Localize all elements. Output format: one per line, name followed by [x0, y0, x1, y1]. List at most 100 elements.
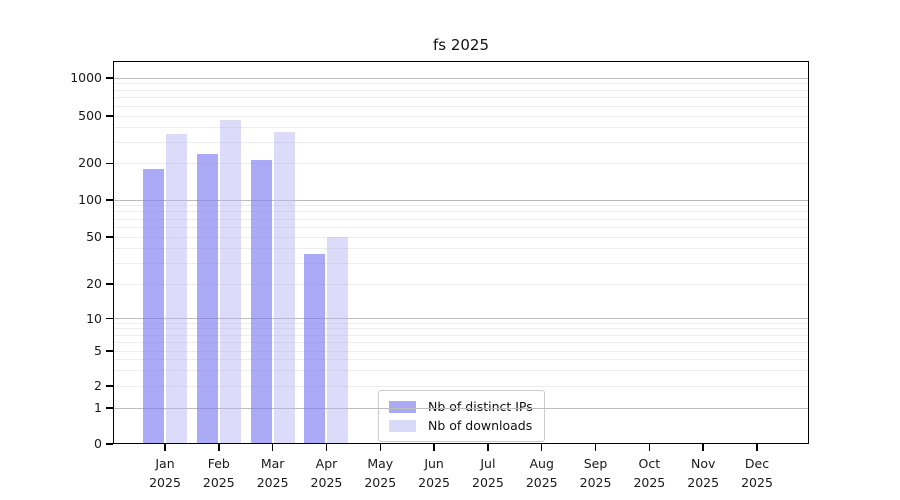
- x-tick-mark: [702, 444, 704, 451]
- x-tick-mark: [594, 444, 597, 451]
- gridline-major: [114, 77, 808, 79]
- y-tick-label: 2: [94, 378, 102, 393]
- x-tick-mark: [648, 444, 651, 451]
- x-tick-year-label: 2025: [633, 475, 666, 490]
- x-tick-year-label: 2025: [741, 475, 773, 490]
- y-tick-mark: [106, 115, 113, 117]
- bar-distinct-ips-feb: [196, 153, 218, 443]
- y-tick-label: 100: [78, 192, 102, 207]
- gridline-minor: [114, 218, 808, 220]
- x-tick-mark: [218, 444, 220, 451]
- gridline-minor: [114, 328, 808, 330]
- gridline-minor: [114, 97, 808, 99]
- gridline-minor: [114, 211, 808, 213]
- x-tick-mark: [433, 444, 435, 451]
- y-tick-mark: [106, 407, 113, 409]
- bar-downloads-jan: [166, 134, 187, 443]
- y-tick-label: 1000: [70, 70, 102, 85]
- y-tick-mark: [106, 317, 113, 320]
- legend-swatch-downloads-icon: [389, 419, 416, 432]
- y-tick-mark: [106, 236, 113, 238]
- y-tick-label: 50: [86, 229, 102, 244]
- chart-title: fs 2025: [432, 36, 490, 54]
- gridline-minor: [114, 334, 808, 336]
- bar-downloads-feb: [219, 119, 241, 443]
- y-tick-label: 5: [94, 343, 102, 358]
- x-tick-label-nov: Nov 2025: [671, 454, 735, 492]
- x-tick-label-sep: Sep 2025: [564, 454, 628, 492]
- gridline-major: [114, 318, 808, 319]
- y-tick-label: 20: [86, 276, 102, 291]
- gridline-minor: [114, 385, 808, 387]
- bar-downloads-apr: [327, 237, 349, 443]
- y-tick-label: 200: [78, 155, 102, 171]
- y-tick-mark: [106, 350, 113, 352]
- x-tick-year-label: 2025: [687, 475, 720, 490]
- gridline-minor: [114, 283, 808, 285]
- y-tick-mark: [106, 385, 113, 387]
- x-tick-mark: [756, 444, 758, 451]
- gridline-minor: [114, 350, 808, 352]
- x-tick-label-may: May 2025: [348, 454, 412, 492]
- y-tick-mark: [106, 162, 113, 165]
- x-tick-year-label: 2025: [472, 475, 504, 490]
- x-tick-mark: [164, 444, 166, 451]
- x-tick-label-aug: Aug 2025: [510, 454, 574, 492]
- x-tick-label-apr: Apr 2025: [294, 454, 358, 492]
- bar-distinct-ips-mar: [250, 160, 272, 443]
- x-tick-year-label: 2025: [256, 475, 289, 490]
- x-tick-year-label: 2025: [579, 475, 612, 490]
- x-tick-mark: [379, 444, 382, 451]
- gridline-minor: [114, 226, 808, 228]
- gridline-minor: [114, 162, 808, 164]
- x-tick-mark: [325, 444, 328, 451]
- y-tick-mark: [106, 77, 113, 79]
- gridline-minor: [114, 341, 808, 343]
- gridline-minor: [114, 83, 808, 85]
- gridline-major: [114, 407, 808, 409]
- gridline-minor: [114, 127, 808, 129]
- gridline-minor: [114, 115, 808, 117]
- gridline-minor: [114, 205, 808, 207]
- gridline-minor: [114, 370, 808, 371]
- gridline-minor: [114, 247, 808, 249]
- gridline-minor: [114, 141, 808, 143]
- x-tick-label-jul: Jul 2025: [456, 454, 520, 492]
- legend-entry-distinct-ips: Nb of distinct IPs: [389, 397, 533, 416]
- x-tick-label-oct: Oct 2025: [617, 454, 681, 492]
- x-tick-mark: [271, 444, 274, 451]
- x-tick-year-label: 2025: [418, 475, 450, 490]
- y-tick-label: 500: [78, 108, 102, 123]
- bar-distinct-ips-apr: [304, 253, 326, 443]
- legend-entry-downloads: Nb of downloads: [389, 416, 533, 435]
- legend-label-distinct-ips: Nb of distinct IPs: [428, 399, 533, 414]
- x-tick-mark: [487, 444, 489, 451]
- gridline-minor: [114, 262, 808, 264]
- gridline-minor: [114, 359, 808, 361]
- gridline-minor: [114, 322, 808, 324]
- x-tick-year-label: 2025: [310, 475, 343, 490]
- x-tick-label-mar: Mar 2025: [241, 454, 305, 492]
- gridline-minor: [114, 236, 808, 238]
- y-tick-mark: [106, 199, 113, 201]
- x-tick-label-dec: Dec 2025: [725, 454, 789, 492]
- y-tick-label: 10: [86, 310, 102, 326]
- bar-downloads-mar: [273, 132, 295, 443]
- gridline-minor: [114, 105, 808, 107]
- x-tick-label-jan: Jan 2025: [133, 454, 197, 492]
- gridline-minor: [114, 89, 808, 91]
- x-tick-label-jun: Jun 2025: [402, 454, 466, 492]
- y-tick-mark: [106, 283, 113, 285]
- y-tick-label: 1: [94, 400, 102, 415]
- legend-swatch-distinct-ips-icon: [389, 400, 416, 413]
- y-tick-label: 0: [94, 436, 102, 451]
- x-tick-label-feb: Feb 2025: [187, 454, 251, 492]
- x-tick-year-label: 2025: [364, 475, 397, 490]
- x-tick-year-label: 2025: [525, 475, 558, 490]
- x-tick-year-label: 2025: [149, 475, 181, 490]
- x-tick-mark: [540, 444, 543, 451]
- legend: Nb of distinct IPs Nb of downloads: [378, 390, 545, 442]
- legend-label-downloads: Nb of downloads: [428, 418, 533, 433]
- x-tick-year-label: 2025: [202, 475, 235, 490]
